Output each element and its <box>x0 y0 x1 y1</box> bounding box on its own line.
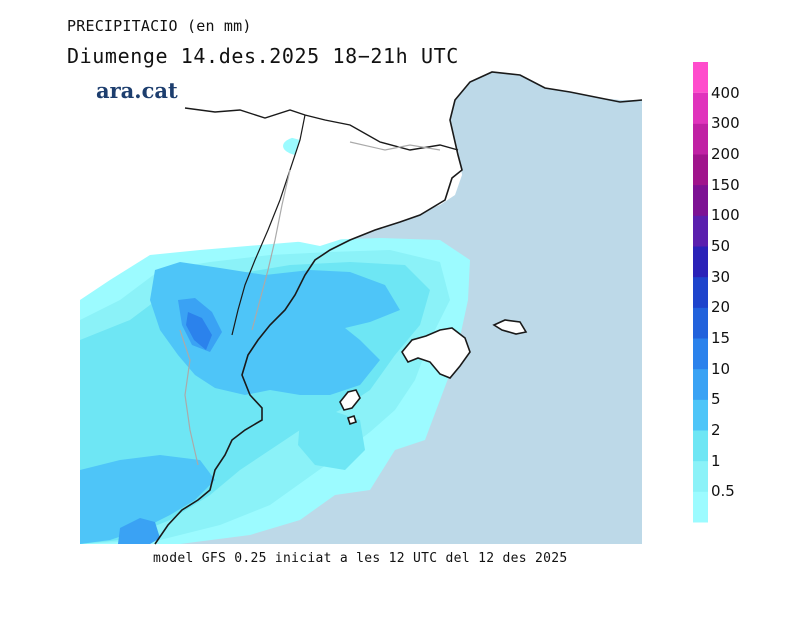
map-variable-title: PRECIPITACIO (en mm) <box>67 17 252 35</box>
legend-swatch-300 <box>693 123 708 155</box>
legend-swatch-10 <box>693 368 708 400</box>
legend-swatch-400 <box>693 92 708 124</box>
legend-swatch-1 <box>693 460 708 492</box>
legend-label-10: 10 <box>711 359 731 378</box>
legend-label-15: 15 <box>711 329 731 347</box>
legend-label-200: 200 <box>711 145 740 163</box>
balearic-islands <box>339 319 528 426</box>
dry-land-north <box>185 108 462 246</box>
legend-swatch-150 <box>693 184 708 216</box>
ibiza-island <box>339 389 361 411</box>
legend-swatch-15 <box>693 338 708 370</box>
legend-swatch-2 <box>693 430 708 462</box>
legend-label-100: 100 <box>711 206 740 225</box>
legend-swatch-0p5 <box>693 491 708 523</box>
legend-label-0p5: 0.5 <box>711 482 735 501</box>
menorca-island <box>492 319 528 335</box>
legend-swatch-30 <box>693 276 708 308</box>
legend-label-300: 300 <box>711 114 740 133</box>
legend-label-400: 400 <box>711 83 740 102</box>
legend-swatch-20 <box>693 307 708 339</box>
precip-layer-15 <box>186 312 212 350</box>
legend-label-150: 150 <box>711 175 740 194</box>
map-date-title: Diumenge 14.des.2025 18−21h UTC <box>67 44 459 68</box>
mallorca-island <box>401 327 471 379</box>
legend-swatch-200 <box>693 154 708 186</box>
legend-swatch-100 <box>693 215 708 247</box>
legend-swatch-50 <box>693 246 708 278</box>
legend-label-20: 20 <box>711 298 731 317</box>
legend-label-2: 2 <box>711 421 721 439</box>
province-border <box>179 141 441 466</box>
country-border <box>184 107 459 151</box>
legend-label-1: 1 <box>711 451 721 470</box>
legend-swatch-5 <box>693 399 708 431</box>
ara-cat-logo: ara.cat <box>96 78 178 103</box>
legend-colorbar <box>693 62 708 523</box>
precip-layer-5 <box>80 262 400 544</box>
legend-label-50: 50 <box>711 237 731 255</box>
model-run-footer: model GFS 0.25 iniciat a les 12 UTC del … <box>153 551 568 566</box>
inland-border <box>231 114 306 336</box>
coastline <box>154 71 643 545</box>
legend-swatch-max <box>693 62 708 93</box>
formentera-island <box>346 414 358 426</box>
legend-label-5: 5 <box>711 390 721 409</box>
legend-label-30: 30 <box>711 267 731 286</box>
